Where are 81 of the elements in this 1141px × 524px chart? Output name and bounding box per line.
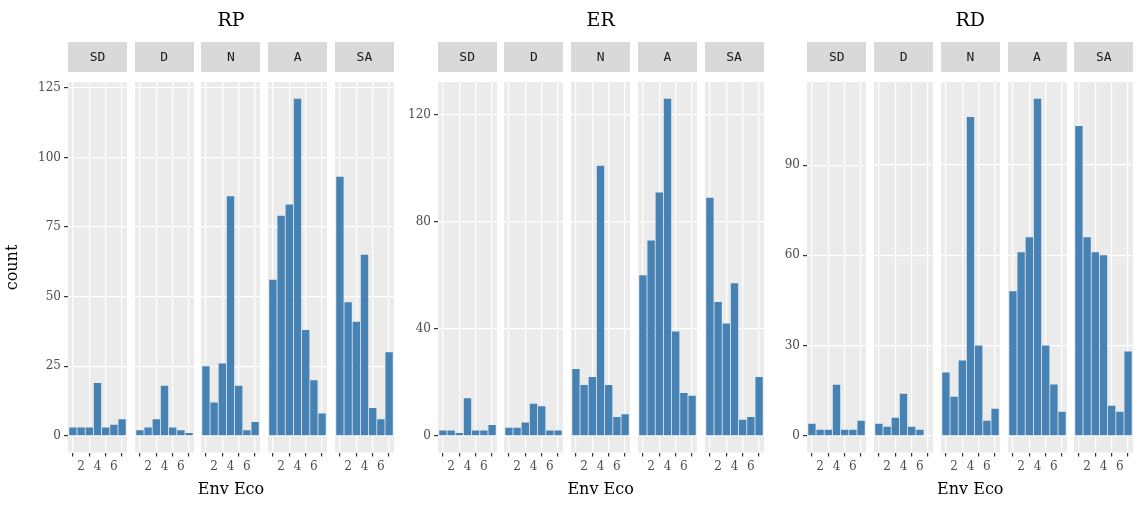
chart-subtitle: A (637, 42, 697, 72)
x-tick-label: 6 (916, 458, 924, 473)
chart-subtitle: SD (68, 42, 127, 72)
x-tick-label: 6 (310, 458, 318, 473)
chart-subtitle: SA (1074, 42, 1134, 72)
y-tick-label: 80 (415, 214, 431, 229)
y-tick-label: 50 (45, 288, 61, 303)
y-tick-label: 0 (53, 428, 61, 443)
y-tick-label: 60 (785, 247, 801, 262)
y-tick-label: 0 (792, 427, 801, 442)
x-axis-title: Env Eco (566, 479, 635, 498)
x-tick-label: 2 (144, 458, 152, 473)
x-tick-label: 4 (596, 458, 605, 473)
x-tick-label: 2 (883, 458, 891, 473)
y-tick-label: 100 (38, 149, 61, 164)
chart-subtitle: A (268, 42, 328, 72)
x-tick-label: 2 (344, 458, 352, 473)
chart-subtitle: SD (807, 42, 867, 72)
x-tick-label: 4 (463, 458, 472, 473)
chart-subtitle: SD (437, 42, 497, 72)
x-tick-label: 6 (243, 458, 252, 473)
x-tick-label: 4 (160, 458, 169, 473)
y-tick-label: 125 (38, 79, 61, 94)
x-tick-label: 6 (110, 458, 118, 473)
x-tick-label: 4 (966, 458, 975, 473)
y-tick-label: 120 (407, 107, 431, 122)
x-tick-label: 4 (293, 458, 302, 473)
x-tick-label: 2 (816, 458, 825, 473)
x-tick-label: 4 (663, 458, 672, 473)
chart-subtitle: A (1007, 42, 1067, 72)
x-tick-label: 4 (833, 458, 842, 473)
x-tick-label: 6 (176, 458, 185, 473)
x-axis-title: Env Eco (936, 479, 1005, 498)
x-tick-label: 4 (730, 458, 739, 473)
x-tick-label: 2 (77, 458, 85, 473)
y-tick-label: 0 (423, 427, 431, 442)
x-tick-label: 4 (93, 458, 102, 473)
x-tick-label: 6 (546, 458, 555, 473)
x-tick-label: 2 (210, 458, 219, 473)
chart-subtitle: D (874, 42, 934, 72)
x-tick-label: 6 (613, 458, 621, 473)
chart-subtitle: SA (704, 42, 764, 72)
chart-subtitle: D (134, 42, 194, 72)
x-axis-title: Env Eco (196, 479, 266, 498)
chart-subtitle: N (571, 42, 631, 72)
chart-subtitle: N (201, 42, 261, 72)
x-tick-label: 2 (950, 458, 958, 473)
x-tick-label: 2 (1083, 458, 1092, 473)
x-tick-label: 6 (1049, 458, 1058, 473)
chart-title: RP (216, 8, 246, 30)
y-tick-label: 30 (785, 337, 801, 352)
chart-title: RD (954, 8, 987, 30)
x-tick-label: 4 (1099, 458, 1108, 473)
chart-subtitle: N (940, 42, 1000, 72)
x-tick-label: 6 (679, 458, 688, 473)
x-tick-label: 4 (899, 458, 908, 473)
x-tick-label: 2 (580, 458, 589, 473)
x-tick-label: 2 (1016, 458, 1025, 473)
x-tick-label: 4 (1033, 458, 1042, 473)
x-tick-label: 4 (227, 458, 236, 473)
x-tick-label: 2 (277, 458, 286, 473)
x-tick-label: 4 (530, 458, 539, 473)
x-tick-label: 6 (376, 458, 385, 473)
y-tick-label: 40 (415, 320, 431, 335)
x-tick-label: 6 (746, 458, 755, 473)
x-tick-label: 6 (1116, 458, 1124, 473)
chart-title: ER (585, 8, 617, 30)
y-tick-label: 90 (785, 157, 801, 172)
y-tick-label: 25 (45, 358, 61, 373)
x-tick-label: 2 (513, 458, 522, 473)
x-tick-label: 4 (360, 458, 369, 473)
chart-subtitle: SA (334, 42, 394, 72)
x-tick-label: 2 (446, 458, 455, 473)
x-tick-label: 2 (647, 458, 655, 473)
x-tick-label: 2 (713, 458, 722, 473)
y-axis-title: count (2, 244, 22, 291)
x-tick-label: 6 (982, 458, 991, 473)
y-tick-label: 75 (45, 219, 61, 234)
x-tick-label: 6 (479, 458, 488, 473)
x-tick-label: 6 (849, 458, 858, 473)
chart-subtitle: D (504, 42, 564, 72)
